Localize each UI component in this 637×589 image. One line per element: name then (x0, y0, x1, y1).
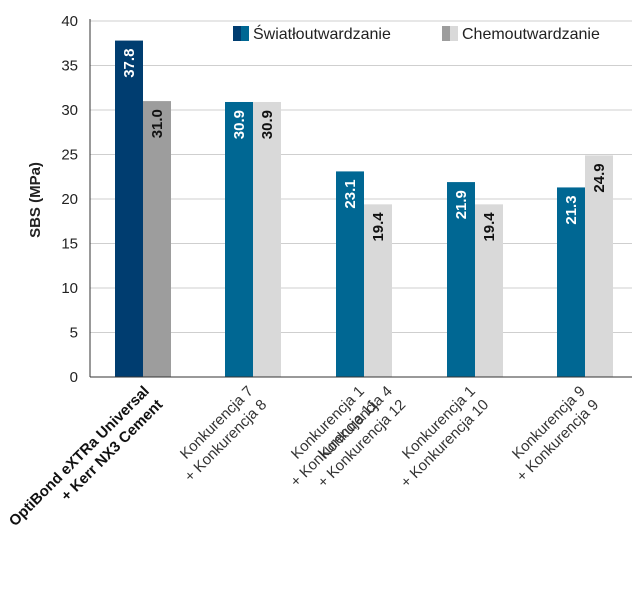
bar-value-label: 24.9 (591, 163, 608, 192)
y-tick-label: 0 (70, 369, 78, 386)
y-tick-label: 30 (61, 102, 78, 119)
bar (475, 204, 503, 377)
bar (557, 187, 585, 377)
legend-swatch-dark (442, 26, 450, 41)
legend: Światłoutwardzanie Chemoutwardzanie (233, 24, 600, 43)
category-label: Konkurencja 1+ Konkurencja 10 (397, 383, 492, 491)
bar (253, 101, 281, 378)
bar-value-label: 21.9 (453, 190, 470, 219)
bar (364, 204, 392, 377)
bar-value-label: 19.4 (481, 212, 498, 242)
legend-swatch-light (241, 26, 249, 41)
category-label: Konkurencja 7+ Konkurencja 8 (177, 383, 270, 485)
y-axis-ticks: 0 5 10 15 20 25 30 35 40 (61, 13, 78, 386)
bar-value-label: 19.4 (370, 212, 387, 242)
bar-value-label: 37.8 (121, 49, 138, 78)
bar-value-label: 31.0 (149, 109, 166, 138)
legend-swatch-light (450, 26, 458, 41)
bar-value-label: 21.3 (563, 195, 580, 224)
bar-value-label: 30.9 (231, 110, 248, 139)
bar (143, 101, 171, 377)
category-label: OptiBond eXTRa Universal+ Kerr NX3 Cemen… (6, 383, 166, 530)
legend-swatch-dark (233, 26, 241, 41)
y-axis-label: SBS (MPa) (27, 162, 44, 238)
y-tick-label: 15 (61, 236, 78, 253)
y-tick-label: 35 (61, 58, 78, 75)
y-tick-label: 40 (61, 13, 78, 30)
y-tick-label: 25 (61, 147, 78, 164)
category-labels: OptiBond eXTRa Universal+ Kerr NX3 Cemen… (6, 383, 602, 530)
bar (585, 155, 613, 377)
bar (447, 182, 475, 377)
y-tick-label: 20 (61, 191, 78, 208)
y-tick-label: 5 (70, 325, 78, 342)
y-tick-label: 10 (61, 280, 78, 297)
grid-lines (89, 19, 632, 377)
legend-label: Światłoutwardzanie (253, 24, 391, 43)
bar (336, 171, 364, 377)
category-label-line: OptiBond eXTRa Universal (6, 383, 153, 530)
bar (225, 101, 253, 378)
bars: 37.8 30.9 23.1 21.9 21.3 31.0 30.9 19.4 19.4 24.9 (115, 40, 613, 378)
bar (115, 40, 143, 377)
category-label: Konkurencja 9+ Konkurencja 9 (509, 383, 602, 485)
bar-value-label: 30.9 (259, 110, 276, 139)
bar-value-label: 23.1 (342, 179, 359, 208)
legend-label: Chemoutwardzanie (462, 26, 600, 43)
